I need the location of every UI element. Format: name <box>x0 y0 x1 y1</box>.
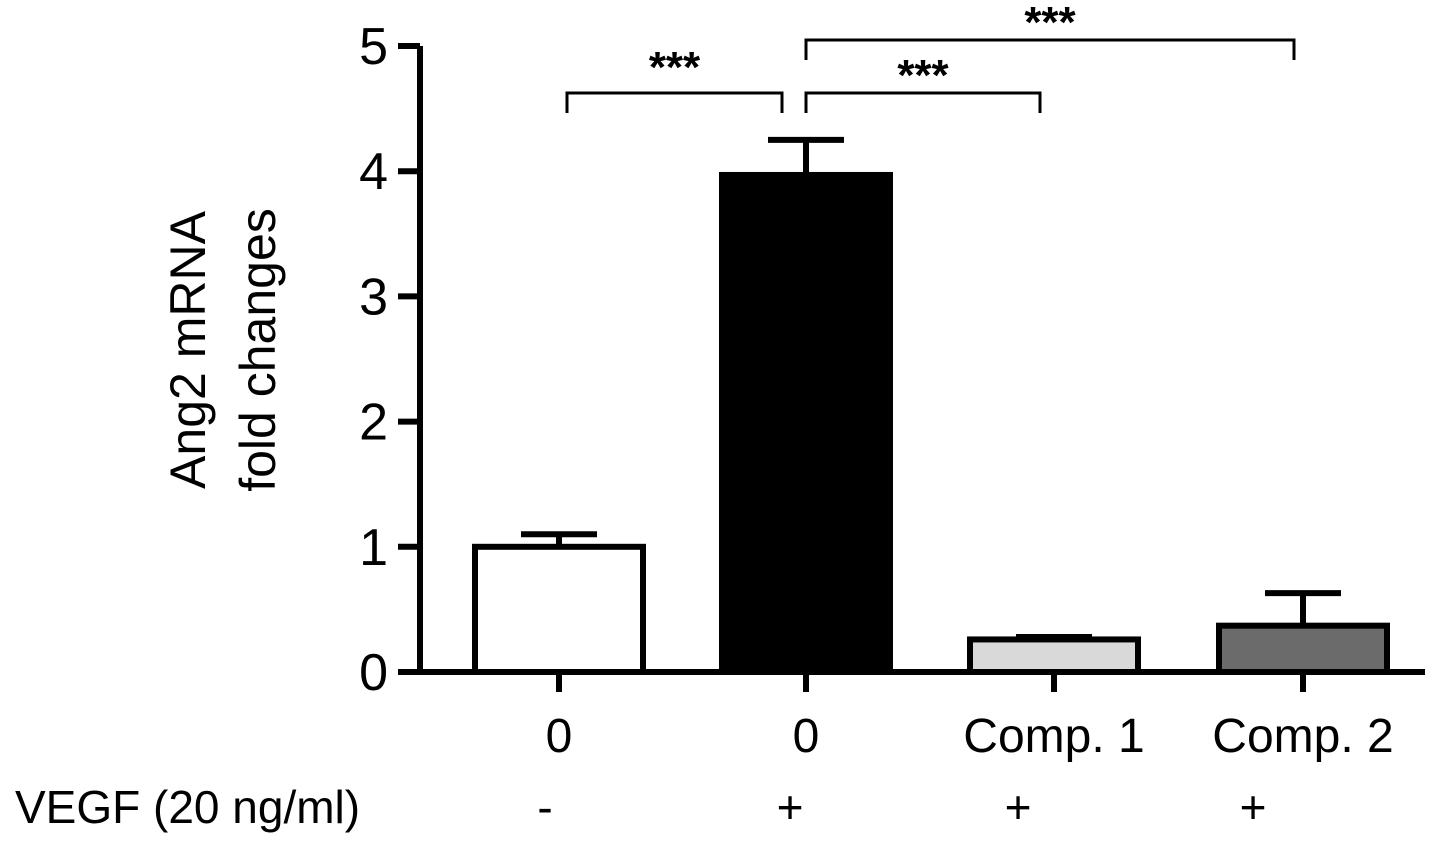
treatment-value-4: + <box>1240 781 1267 833</box>
x-tick-label-3: Comp. 1 <box>963 710 1144 763</box>
treatment-value-3: + <box>1005 781 1032 833</box>
treatment-value-1: - <box>537 781 552 833</box>
y-tick-label-3: 3 <box>359 268 388 326</box>
bar-4 <box>1216 622 1390 676</box>
significance-bracket-3 <box>804 38 1296 60</box>
treatment-value-2: + <box>777 781 804 833</box>
y-tick-label-1: 1 <box>359 519 388 577</box>
x-tick-label-2: 0 <box>793 710 820 763</box>
significance-label-3: *** <box>1024 0 1076 47</box>
y-axis-label: Ang2 mRNA fold changes <box>160 208 286 492</box>
bar-2 <box>719 171 893 675</box>
x-tick-label-4: Comp. 2 <box>1212 710 1393 763</box>
y-tick-label-5: 5 <box>359 18 388 76</box>
significance-label-2: *** <box>897 51 949 100</box>
y-tick-label-2: 2 <box>359 394 388 452</box>
bar-3 <box>967 636 1141 675</box>
y-tick-label-4: 4 <box>359 143 388 201</box>
y-axis-label-line-1: Ang2 mRNA <box>160 210 216 489</box>
significance-bracket-2 <box>804 91 1042 113</box>
bar-1 <box>472 543 646 675</box>
y-axis-label-line-2: fold changes <box>230 208 286 492</box>
treatment-row-label: VEGF (20 ng/ml) <box>15 781 360 833</box>
x-tick-label-1: 0 <box>546 710 573 763</box>
significance-label-1: *** <box>649 43 701 92</box>
significance-bracket-1 <box>565 91 784 113</box>
y-tick-label-0: 0 <box>359 644 388 702</box>
